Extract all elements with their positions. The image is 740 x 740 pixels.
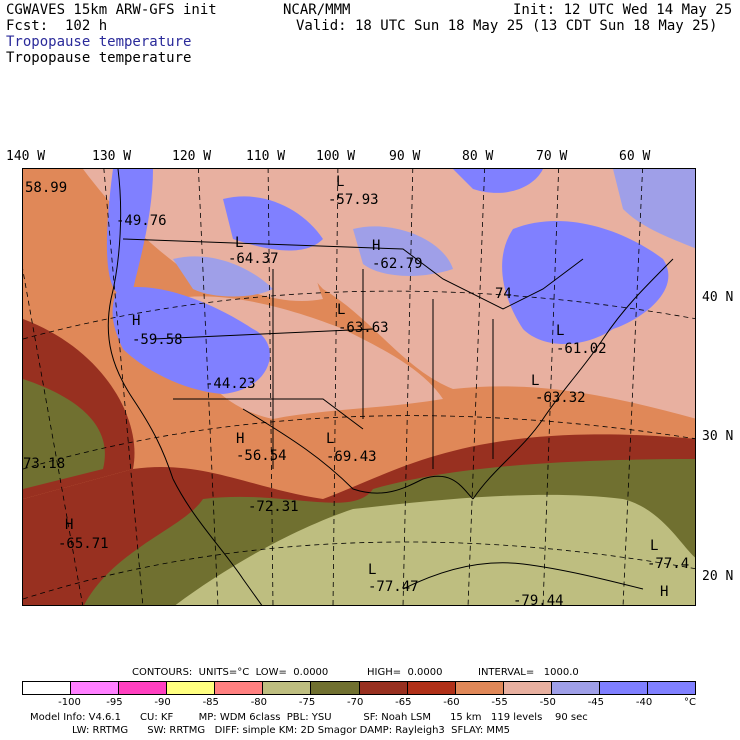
model-title: CGWAVES 15km ARW-GFS init [6,2,217,18]
low-value: -63.32 [535,390,586,406]
valid-time: Valid: 18 UTC Sun 18 May 25 (13 CDT Sun … [296,18,718,34]
contour-value: 73.18 [23,456,66,472]
high-marker: H [236,431,245,447]
model-info-line2: LW: RRTMG SW: RRTMG DIFF: simple KM: 2D … [72,725,511,736]
contour-high: HIGH= 0.0000 [367,667,443,678]
center-label: NCAR/MMM [283,2,351,18]
color-bar-label: -45 [587,697,605,708]
color-bar-swatch [119,682,168,694]
color-bar [22,681,696,695]
lon-label: 70 W [536,149,568,164]
high-value: -56.54 [236,448,287,464]
color-bar-label: -70 [347,697,364,708]
contour-units: CONTOURS: UNITS=°C LOW= 0.0000 [132,667,329,678]
lon-label: 140 W [6,149,46,164]
color-bar-swatch [23,682,72,694]
lat-label: 30 N [702,429,734,444]
lat-label: 20 N [702,569,734,584]
color-bar-swatch [167,682,216,694]
lat-label: 40 N [702,290,734,305]
low-marker: L [531,373,540,389]
low-value: -61.02 [556,341,607,357]
color-bar-swatch [551,682,600,694]
color-bar-swatch [71,682,120,694]
color-bar-label: -50 [539,697,556,708]
contour-interval: INTERVAL= 1000.0 [478,667,579,678]
lon-label: 130 W [92,149,132,164]
high-marker: H [660,584,669,600]
color-bar-swatch [455,682,504,694]
contour-value: -79.44 [513,593,564,606]
color-bar-label: -80 [250,697,268,708]
color-bar-label: -90 [154,697,171,708]
high-value: -62.79 [372,256,423,272]
color-bar-label: -60 [443,697,460,708]
lon-label: 80 W [462,149,494,164]
contour-value: -44.23 [205,376,256,392]
high-marker: H [65,517,74,533]
field-title-2: Tropopause temperature [6,50,192,66]
color-bar-swatch [407,682,456,694]
low-value: -77.4 [647,556,690,572]
color-bar-swatch [311,682,360,694]
low-value: -69.43 [326,449,377,465]
color-bar-label: -55 [491,697,508,708]
color-bar-label: -85 [202,697,219,708]
field-title-1: Tropopause temperature [6,34,192,50]
color-bar-label: -95 [106,697,123,708]
lon-label: 100 W [316,149,356,164]
color-bar-swatch [599,682,649,694]
tropopause-temperature-map: L -57.93 L -64.37 H -62.79 -49.76 H -59.… [22,168,696,606]
color-bar-label: -65 [395,697,412,708]
lon-label: 120 W [172,149,212,164]
low-marker: L [368,562,377,578]
forecast-hour: Fcst: 102 h [6,18,108,34]
low-marker: L [337,302,346,318]
high-value: -59.58 [132,332,183,348]
contour-value: 58.99 [25,180,68,196]
color-bar-label: -100 [58,697,81,708]
color-bar-swatch [359,682,408,694]
low-value: -64.37 [228,251,279,267]
coastlines [107,169,674,605]
color-bar-label: -75 [298,697,316,708]
high-value: -65.71 [58,536,109,552]
low-marker: L [235,235,244,251]
low-value: -63.63 [338,320,389,336]
low-value: -77.47 [368,579,419,595]
graticule [23,169,695,605]
high-marker: H [132,313,141,329]
contour-value: 74 [495,286,512,302]
color-bar-swatch [648,682,696,694]
color-bar-swatch [215,682,264,694]
low-marker: L [650,538,659,554]
contour-value: -72.31 [248,499,299,515]
low-marker: L [556,323,565,339]
low-marker: L [326,431,335,447]
low-value: -57.93 [328,192,379,208]
color-bar-label: -40 [635,697,653,708]
lon-label: 60 W [619,149,651,164]
init-time: Init: 12 UTC Wed 14 May 25 [513,2,733,18]
lon-label: 90 W [389,149,421,164]
high-marker: H [372,238,381,254]
color-bar-swatch [263,682,312,694]
lon-label: 110 W [246,149,286,164]
color-bar-label: °C [684,697,696,708]
contour-value: -49.76 [116,213,167,229]
low-marker: L [336,174,345,190]
model-info-line1: Model Info: V4.6.1 CU: KF MP: WDM 6class… [30,712,588,723]
color-bar-swatch [503,682,552,694]
